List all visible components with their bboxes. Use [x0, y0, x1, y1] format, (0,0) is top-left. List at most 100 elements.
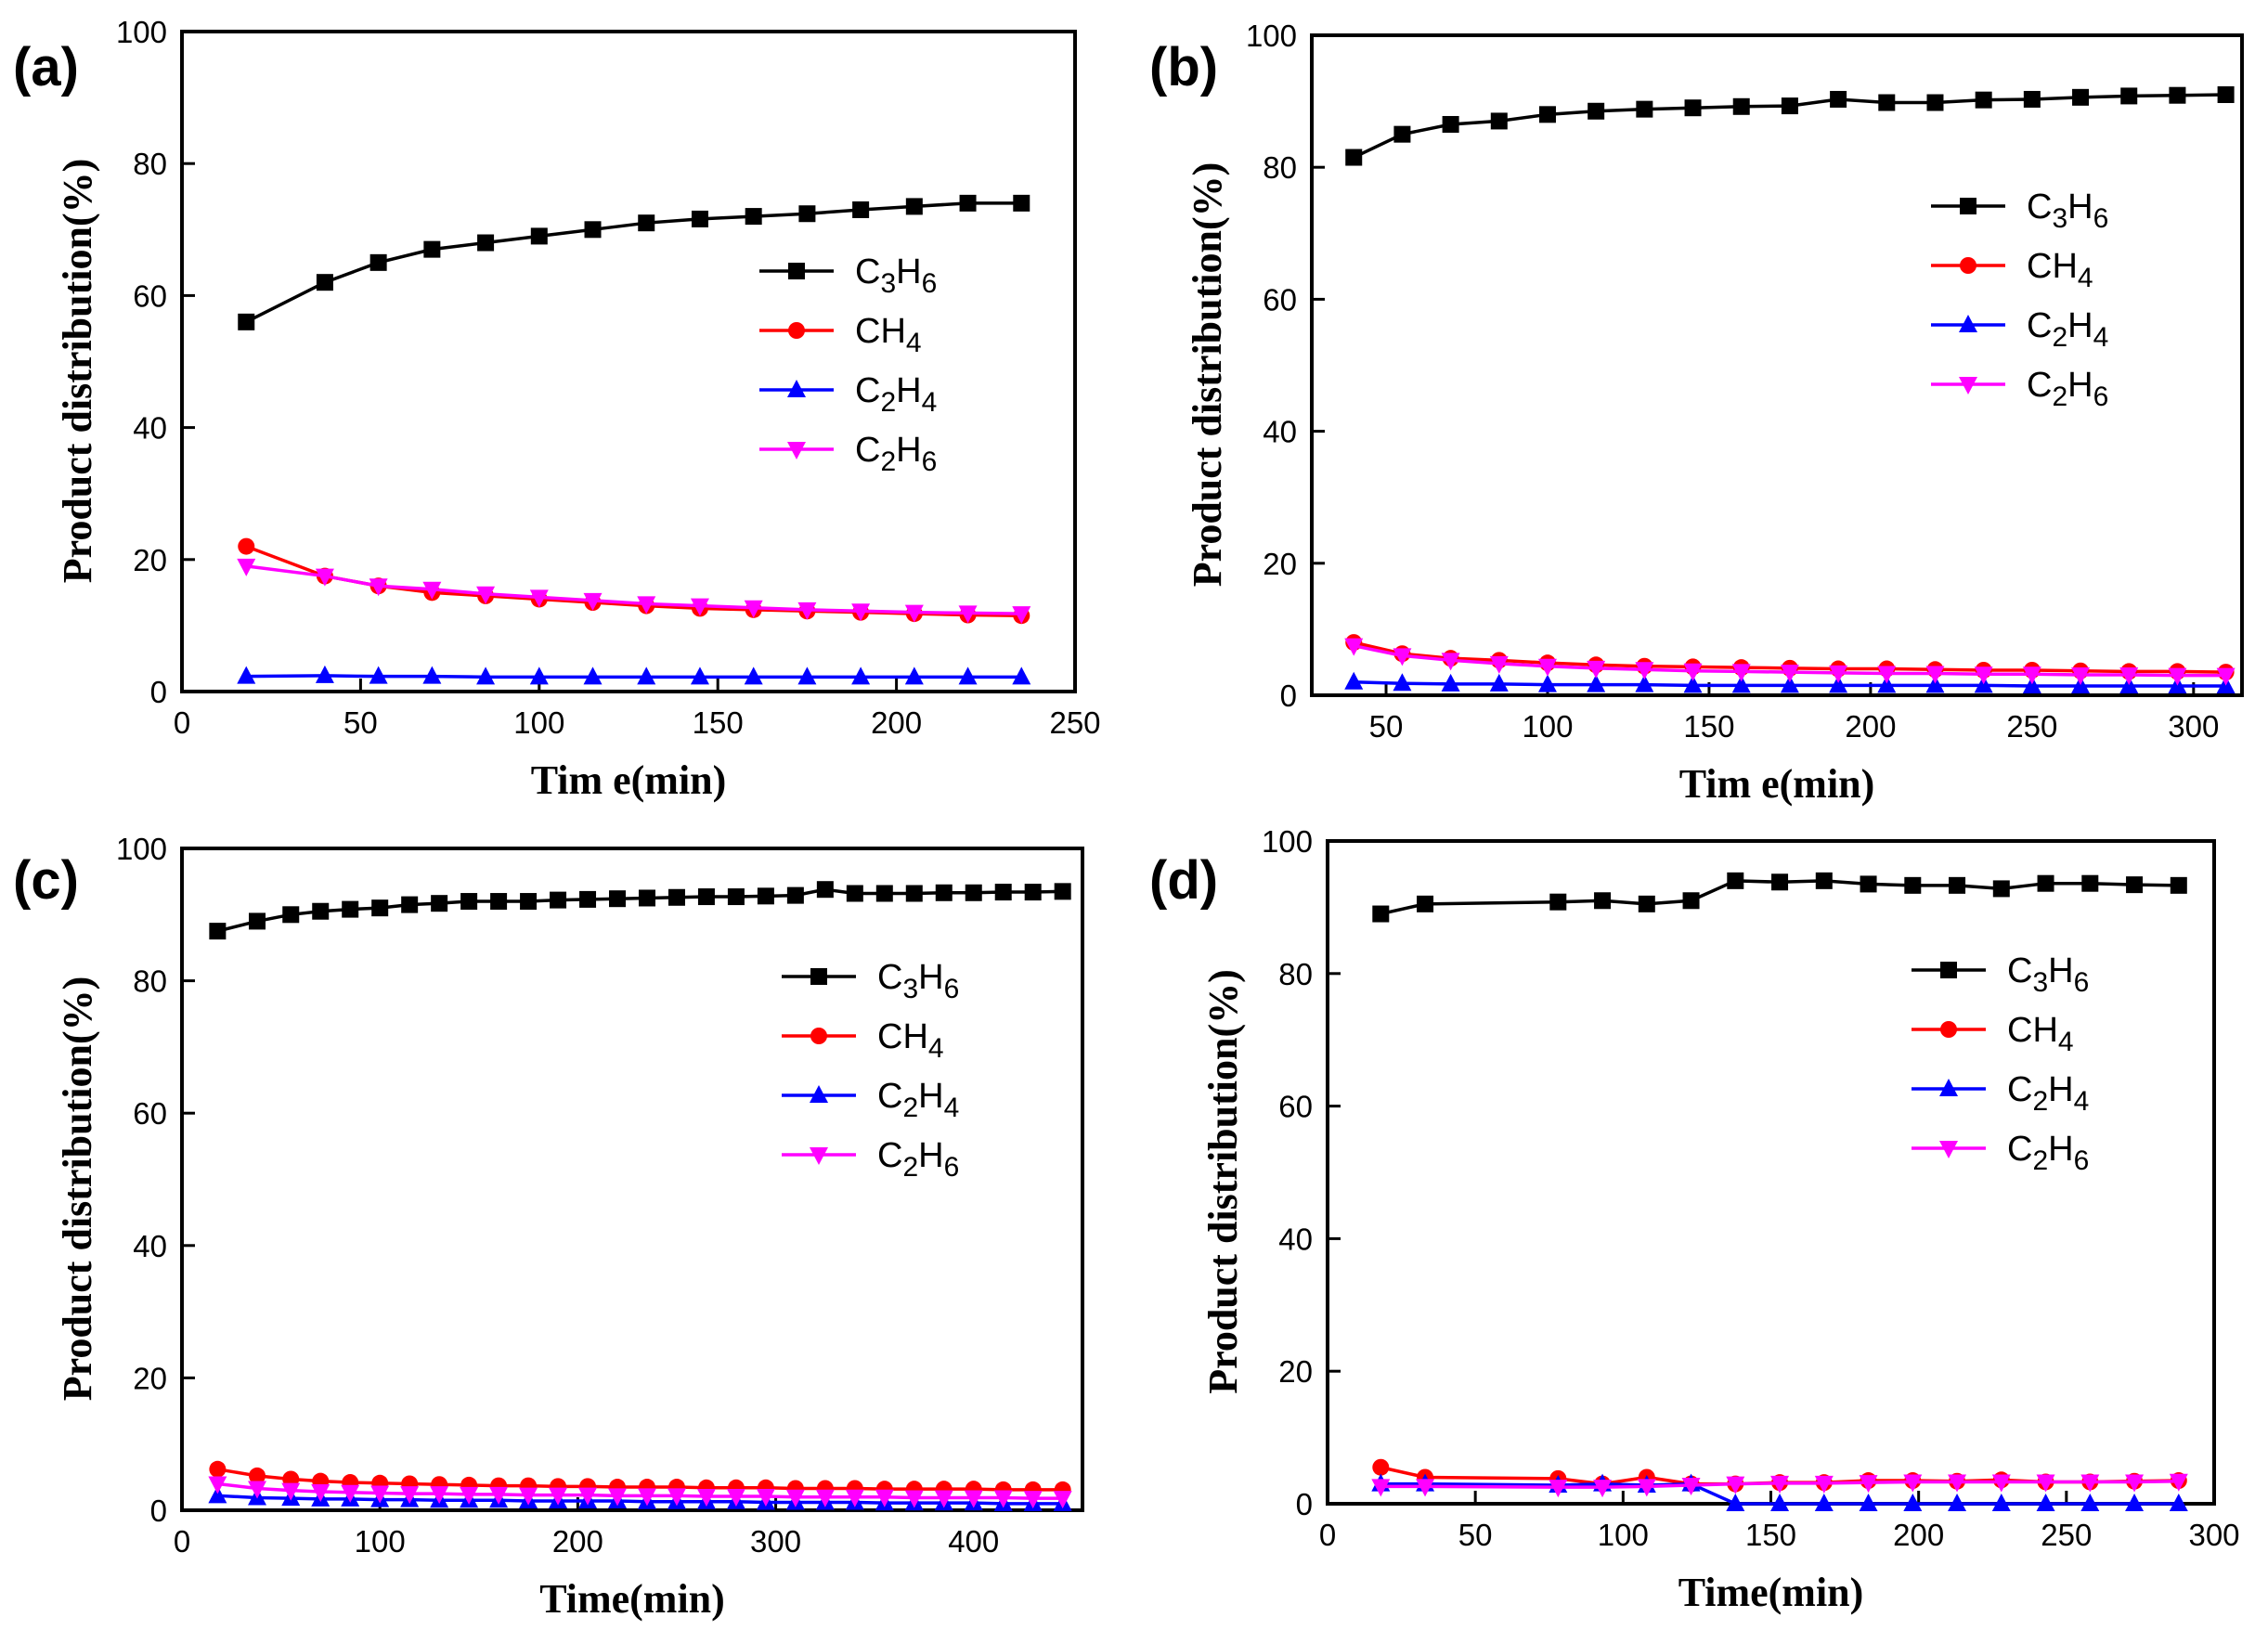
data-point	[1537, 674, 1557, 692]
legend: C3H6 CH4 C2H4 C2H6	[1912, 951, 2089, 1176]
data-point	[1727, 872, 1744, 889]
x-tick-label: 0	[174, 1524, 190, 1559]
legend-marker	[810, 1028, 827, 1044]
legend-marker	[1939, 1079, 1958, 1096]
data-point	[726, 1489, 745, 1507]
data-point	[2022, 666, 2041, 685]
legend-label: C2H4	[855, 371, 937, 418]
data-point	[249, 912, 266, 930]
data-point	[249, 1467, 266, 1484]
data-point	[237, 558, 256, 576]
data-point	[1393, 648, 1412, 666]
data-point	[1587, 674, 1606, 692]
data-point	[1815, 872, 1833, 889]
legend-marker	[787, 442, 806, 459]
x-tick-label: 100	[1522, 709, 1573, 744]
plot-frame	[180, 847, 1084, 1512]
data-point	[1683, 663, 1703, 681]
data-point	[2119, 666, 2139, 685]
x-tick-label: 200	[871, 705, 922, 740]
data-point	[1344, 671, 1364, 690]
y-tick-label: 100	[1246, 19, 1297, 53]
series-C2H6	[1371, 1473, 2188, 1498]
legend-entry-C2H6: C2H6	[1931, 366, 2108, 412]
y-tick-label: 0	[150, 675, 167, 709]
data-point	[312, 902, 330, 920]
y-tick-label: 100	[116, 15, 167, 49]
data-point	[1638, 895, 1655, 912]
data-point	[476, 666, 496, 685]
data-point	[422, 581, 442, 600]
data-point	[529, 589, 549, 608]
data-point	[1925, 675, 1945, 693]
series-C2H4	[1344, 671, 2236, 694]
x-tick-label: 400	[948, 1524, 999, 1559]
data-point	[958, 666, 978, 685]
data-point	[1588, 102, 1605, 120]
y-tick-label: 80	[133, 964, 167, 999]
data-point	[1587, 660, 1606, 679]
panel-label: (a)	[13, 37, 79, 97]
x-axis-label: Tim e(min)	[1679, 761, 1875, 807]
data-point	[696, 1489, 716, 1507]
data-point	[1770, 1494, 1790, 1511]
data-point	[370, 1485, 390, 1504]
x-tick-label: 250	[2006, 709, 2057, 744]
data-point	[757, 887, 774, 905]
data-point	[1371, 1479, 1391, 1497]
data-point	[237, 666, 256, 684]
legend: C3H6 CH4 C2H4 C2H6	[782, 958, 959, 1183]
legend-label: C2H4	[2027, 306, 2108, 353]
legend-label: C3H6	[855, 252, 937, 299]
data-point	[935, 884, 953, 901]
data-point	[2126, 876, 2144, 894]
data-point	[490, 893, 508, 911]
data-point	[1549, 1480, 1568, 1498]
y-tick-label: 20	[1263, 547, 1297, 581]
data-point	[608, 1488, 628, 1507]
y-tick-label: 20	[133, 1361, 167, 1395]
data-point	[1830, 90, 1847, 108]
data-point	[2081, 874, 2099, 892]
data-point	[315, 665, 334, 683]
data-point	[422, 666, 442, 684]
data-point	[785, 1489, 805, 1507]
data-point	[1948, 1474, 1967, 1493]
y-tick-label: 40	[133, 1229, 167, 1263]
legend-entry-C2H4: C2H4	[759, 371, 937, 418]
y-tick-label: 100	[1262, 824, 1313, 859]
data-point	[1975, 91, 1992, 109]
x-tick-label: 150	[1683, 709, 1734, 744]
data-point	[2170, 876, 2187, 894]
data-point	[638, 889, 655, 907]
data-point	[1372, 1458, 1390, 1476]
data-point	[1731, 664, 1751, 682]
data-point	[1878, 94, 1896, 111]
data-point	[2036, 1494, 2055, 1511]
panel-label: (b)	[1149, 37, 1218, 97]
legend-entry-C2H4: C2H4	[1931, 306, 2108, 353]
legend-label: CH4	[2027, 247, 2093, 293]
data-point	[744, 666, 763, 685]
data-point	[1012, 606, 1031, 625]
data-point	[1636, 100, 1653, 118]
data-point	[1417, 895, 1434, 912]
legend-marker	[810, 968, 827, 985]
legend-marker	[788, 322, 805, 339]
data-point	[637, 1488, 656, 1507]
x-tick-label: 200	[1893, 1518, 1944, 1552]
legend-label: C3H6	[2007, 951, 2089, 998]
y-axis-label: Product distribution(%)	[1200, 969, 1246, 1394]
series-line	[245, 544, 1022, 617]
y-tick-label: 20	[1278, 1354, 1313, 1389]
data-point	[1635, 662, 1654, 680]
data-point	[1593, 1480, 1613, 1498]
data-point	[786, 886, 804, 904]
y-tick-label: 0	[1280, 679, 1297, 713]
data-point	[1489, 673, 1509, 692]
series-C2H6	[208, 1476, 1072, 1509]
data-point	[1344, 638, 1364, 656]
data-point	[904, 666, 924, 685]
data-point	[460, 1486, 479, 1505]
